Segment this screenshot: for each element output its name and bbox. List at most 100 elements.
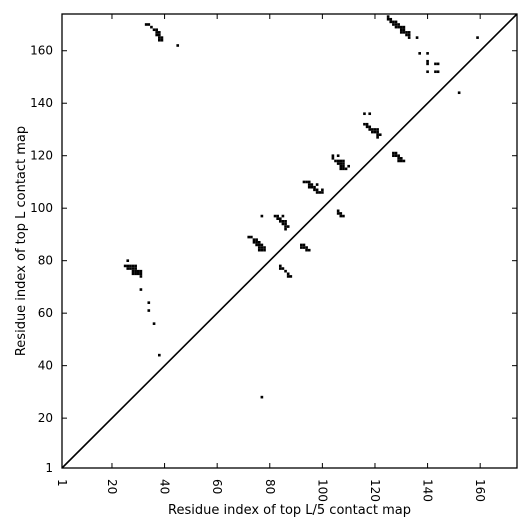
contact-point [144, 23, 148, 26]
contact-point [257, 243, 261, 247]
contact-point [123, 264, 127, 268]
contact-point [284, 225, 287, 228]
contact-point [276, 217, 279, 220]
contact-point [131, 269, 135, 273]
contact-point [252, 238, 256, 241]
contact-point [342, 164, 345, 168]
contact-point [397, 159, 400, 163]
contact-point [397, 25, 400, 29]
contact-point [281, 222, 285, 226]
y-tick-label: 1 [45, 461, 53, 475]
x-tick-label: 160 [473, 479, 487, 502]
contact-point [281, 267, 285, 270]
contact-point [139, 288, 143, 291]
contact-point [307, 248, 311, 252]
contact-point [434, 70, 437, 74]
contact-point [368, 125, 372, 129]
contact-points [123, 15, 479, 399]
contact-point [397, 23, 400, 26]
contact-point [260, 214, 264, 218]
contact-point [371, 130, 374, 134]
contact-point [158, 31, 161, 34]
contact-point [376, 128, 379, 131]
contact-point [260, 243, 264, 247]
contact-point [126, 264, 130, 268]
contact-point [399, 25, 403, 29]
contact-point [342, 167, 345, 171]
contact-point [399, 31, 403, 34]
contact-point [139, 272, 143, 276]
contact-point [134, 272, 137, 276]
contact-point [342, 159, 345, 163]
contact-point [457, 91, 461, 95]
contact-point [376, 136, 379, 139]
contact-point [426, 70, 429, 74]
contact-point [158, 38, 161, 42]
contact-point [310, 183, 314, 186]
contact-point [281, 220, 285, 223]
x-tick-label: 120 [368, 479, 382, 502]
contact-point [152, 28, 156, 32]
contact-point [286, 272, 290, 276]
y-tick-label: 60 [38, 306, 53, 320]
contact-point [336, 212, 340, 215]
contact-point [278, 220, 282, 223]
contact-point [365, 125, 369, 129]
contact-point [150, 25, 153, 29]
contact-point [176, 44, 180, 47]
x-tick-label: 40 [158, 479, 172, 494]
contact-point [307, 180, 311, 184]
contact-point [302, 246, 306, 249]
x-tick-label: 20 [105, 479, 119, 494]
contact-point [336, 209, 340, 213]
x-axis-label: Residue index of top L/5 contact map [168, 503, 411, 518]
y-tick-label: 160 [30, 44, 53, 58]
contact-point [284, 222, 287, 226]
contact-point [315, 191, 319, 194]
contact-point [300, 246, 303, 249]
contact-point [289, 275, 293, 278]
contact-point [315, 183, 319, 186]
contact-point [339, 162, 343, 165]
contact-point [131, 264, 135, 268]
contact-point [399, 159, 403, 163]
contact-point [365, 122, 369, 126]
contact-point [402, 28, 406, 32]
contact-point [134, 264, 137, 268]
contact-point [126, 259, 130, 262]
contact-point [392, 20, 395, 24]
contact-point [426, 59, 429, 63]
contact-point [310, 185, 314, 189]
contact-point [278, 264, 282, 268]
contact-point [158, 36, 161, 39]
contact-point [160, 36, 164, 39]
contact-point [378, 133, 382, 137]
contact-point [336, 154, 340, 158]
contact-point [339, 214, 343, 218]
contact-point [373, 128, 377, 131]
contact-point [405, 33, 408, 37]
contact-point [334, 159, 337, 163]
contact-point [386, 17, 390, 21]
contact-point [129, 267, 132, 270]
contact-point [255, 241, 258, 244]
contact-point [315, 188, 319, 192]
contact-point [284, 227, 287, 231]
contact-point [426, 62, 429, 66]
contact-point [436, 62, 440, 66]
contact-point [129, 264, 132, 268]
contact-point [342, 214, 345, 218]
contact-point [247, 235, 251, 239]
x-tick-label: 80 [263, 479, 277, 494]
contact-point [336, 159, 340, 163]
y-tick-label: 40 [38, 359, 53, 373]
contact-point [407, 36, 411, 39]
contact-point [139, 275, 143, 278]
y-tick-label: 120 [30, 149, 53, 163]
contact-point [260, 248, 264, 252]
contact-point [155, 31, 158, 34]
plot-frame [61, 13, 518, 469]
contact-point [302, 180, 306, 184]
contact-point [339, 159, 343, 163]
contact-point [376, 130, 379, 134]
